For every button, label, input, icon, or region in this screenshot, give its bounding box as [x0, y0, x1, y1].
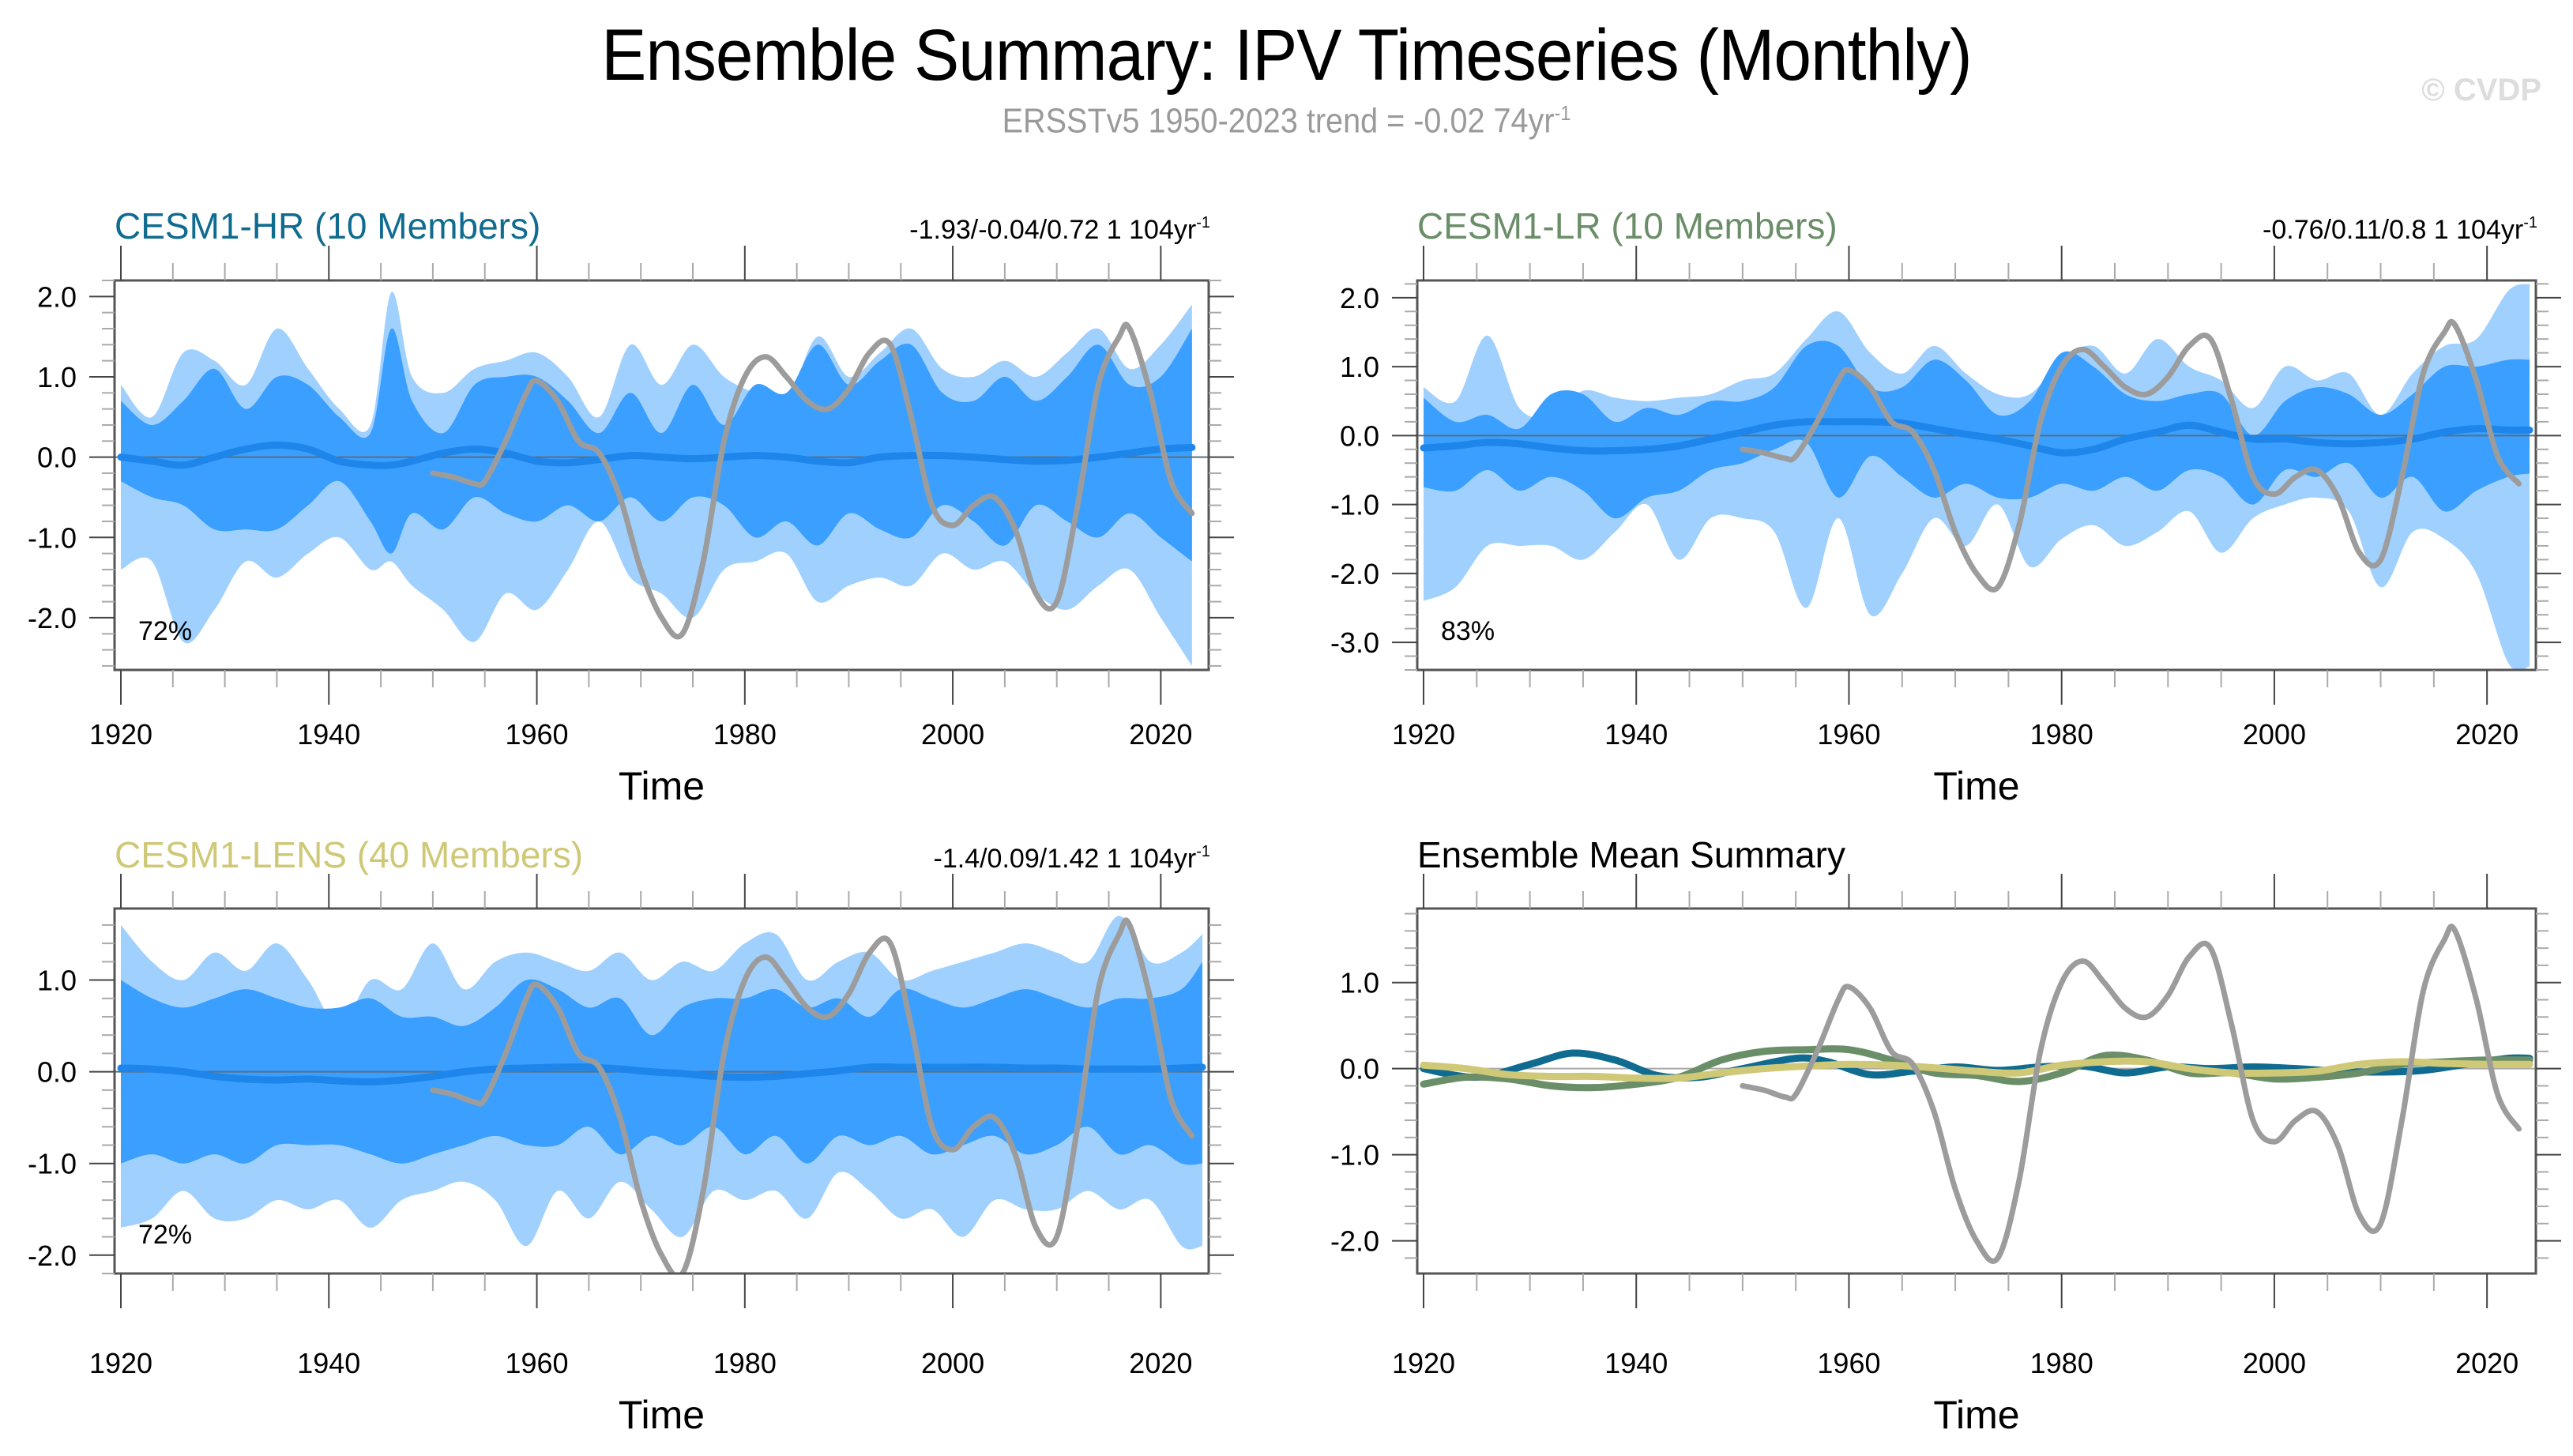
y-tick-label: -3.0 — [1330, 626, 1379, 659]
inner-spread-band — [121, 961, 1202, 1165]
percent-label: 83% — [1441, 616, 1495, 646]
panel-cesm1-lr: 1920 1940 1960 1980 2000 2020 2.0 1.0 0.0 -1.0 -2.… — [1330, 205, 2561, 808]
plot-area — [1417, 284, 2536, 670]
x-axis-title: Time — [1933, 1393, 2019, 1437]
x-tick-label: 1920 — [1392, 1347, 1455, 1379]
series-line-lens — [1420, 1057, 2534, 1082]
subtitle-superscript: -1 — [1554, 101, 1571, 125]
x-tick-label: 2020 — [1129, 718, 1192, 751]
panel-stats-superscript: -1 — [1196, 843, 1210, 860]
panel-stats: -1.4/0.09/1.42 1 104yr-1 — [934, 843, 1210, 874]
y-tick-label: 0.0 — [1340, 1053, 1379, 1085]
observations-line — [1740, 318, 2522, 593]
x-axis-title: Time — [619, 1393, 705, 1437]
x-tick-label: 1940 — [1604, 1347, 1668, 1379]
panel-title: CESM1-HR (10 Members) — [115, 205, 540, 246]
x-tick-label: 2000 — [921, 718, 984, 751]
y-tick-label: 1.0 — [1340, 967, 1379, 999]
y-tick-label: 1.0 — [37, 361, 77, 393]
panel-stats-superscript: -1 — [1196, 214, 1210, 231]
x-tick-label: 2000 — [2243, 1347, 2306, 1379]
y-tick-label: 1.0 — [1340, 351, 1379, 383]
panel-stats-text: -1.93/-0.04/0.72 1 104yr — [909, 215, 1196, 245]
observations-line — [430, 322, 1195, 640]
ensemble-mean-line — [117, 1063, 1206, 1085]
panel-ensemble-mean-summary: 1920 1940 1960 1980 2000 2020 1.0 0.0 -1.0 -2.0 Ti… — [1330, 834, 2561, 1437]
plot-frame — [113, 279, 1210, 672]
inner-spread-band — [121, 328, 1192, 562]
y-tick-label: 2.0 — [37, 280, 77, 313]
percent-label: 72% — [138, 616, 192, 646]
x-tick-label: 1960 — [1817, 1347, 1880, 1379]
ensemble-mean-line — [1420, 418, 2534, 457]
plot-frame — [1416, 279, 2537, 672]
x-axis-title: Time — [619, 764, 705, 808]
ensemble-mean-line — [117, 441, 1196, 469]
plot-area — [115, 916, 1209, 1274]
x-axis-title: Time — [1933, 764, 2019, 808]
series-line-lr — [1420, 1045, 2534, 1092]
y-tick-label: -2.0 — [1330, 558, 1379, 590]
y-tick-label: -2.0 — [1330, 1225, 1379, 1258]
y-tick-label: 2.0 — [1340, 282, 1379, 314]
plot-frame — [1416, 907, 2537, 1275]
plot-area — [115, 292, 1209, 666]
x-tick-label: 1960 — [505, 1347, 568, 1379]
figure-title: Ensemble Summary: IPV Timeseries (Monthl… — [601, 15, 1972, 96]
x-tick-label: 1960 — [1817, 718, 1880, 751]
x-tick-label: 1960 — [505, 718, 568, 751]
y-tick-label: -2.0 — [28, 602, 77, 634]
observations-line — [1740, 924, 2522, 1264]
x-tick-label: 2000 — [921, 1347, 984, 1379]
panel-title: Ensemble Mean Summary — [1417, 834, 1845, 875]
x-tick-label: 1920 — [89, 1347, 152, 1379]
panel-stats: -1.93/-0.04/0.72 1 104yr-1 — [909, 214, 1210, 245]
plot-area — [1417, 924, 2536, 1264]
panel-title: CESM1-LR (10 Members) — [1417, 205, 1838, 246]
x-tick-label: 2020 — [1129, 1347, 1192, 1379]
panel-stats-text: -0.76/0.11/0.8 1 104yr — [2263, 215, 2523, 245]
x-tick-label: 1980 — [2030, 718, 2093, 751]
observations-line — [430, 917, 1195, 1274]
x-tick-label: 2000 — [2243, 718, 2306, 751]
y-tick-label: -1.0 — [28, 521, 77, 554]
panel-stats-superscript: -1 — [2523, 214, 2537, 231]
percent-label: 72% — [138, 1220, 192, 1250]
y-tick-label: 0.0 — [1340, 419, 1379, 452]
x-tick-label: 1920 — [89, 718, 152, 751]
x-tick-label: 1940 — [1604, 718, 1668, 751]
panel-cesm1-hr: 1920 1940 1960 1980 2000 2020 2.0 1.0 0.0 -1.0 -2.… — [28, 205, 1234, 808]
x-tick-label: 1940 — [297, 1347, 360, 1379]
x-tick-label: 1920 — [1392, 718, 1455, 751]
y-tick-label: 0.0 — [37, 442, 77, 474]
y-tick-label: -2.0 — [28, 1240, 77, 1272]
x-tick-label: 1980 — [2030, 1347, 2093, 1379]
cvdp-watermark: © CVDP — [2421, 73, 2541, 107]
y-tick-label: -1.0 — [28, 1148, 77, 1180]
y-tick-label: -1.0 — [1330, 1139, 1379, 1172]
x-tick-label: 2020 — [2455, 718, 2518, 751]
x-tick-label: 1940 — [297, 718, 360, 751]
plot-frame — [113, 907, 1210, 1275]
x-tick-label: 1980 — [713, 718, 777, 751]
panel-stats-text: -1.4/0.09/1.42 1 104yr — [934, 844, 1197, 874]
panel-cesm1-lens: 1920 1940 1960 1980 2000 2020 1.0 0.0 -1.0 -2.0 Ti… — [28, 834, 1234, 1437]
figure-subtitle: ERSSTv5 1950-2023 trend = -0.02 74yr-1 — [129, 101, 2444, 141]
subtitle-text: ERSSTv5 1950-2023 trend = -0.02 74yr — [1002, 101, 1555, 141]
y-tick-label: 1.0 — [37, 965, 77, 997]
panel-title: CESM1-LENS (40 Members) — [115, 834, 583, 875]
panel-stats: -0.76/0.11/0.8 1 104yr-1 — [2263, 214, 2537, 245]
x-tick-label: 1980 — [713, 1347, 777, 1379]
x-tick-label: 2020 — [2455, 1347, 2518, 1379]
y-tick-label: 0.0 — [37, 1056, 77, 1089]
y-tick-label: -1.0 — [1330, 489, 1379, 521]
